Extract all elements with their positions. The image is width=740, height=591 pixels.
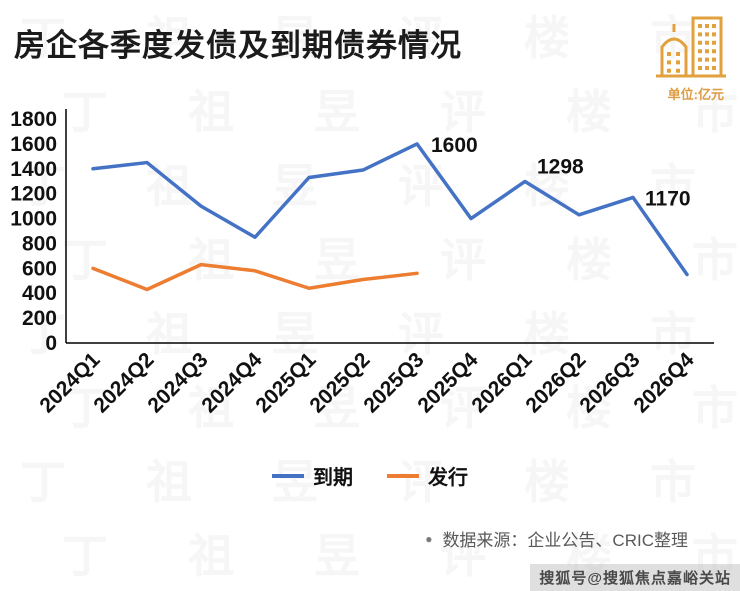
- svg-text:1200: 1200: [10, 183, 57, 206]
- svg-text:1298: 1298: [537, 155, 584, 178]
- svg-text:1600: 1600: [10, 133, 57, 156]
- svg-text:1170: 1170: [645, 187, 691, 210]
- line-chart: 0200400600800100012001400160018002024Q12…: [10, 108, 714, 417]
- legend-label-maturity: 到期: [313, 467, 353, 489]
- header: 房企各季度发债及到期债券情况: [0, 0, 740, 86]
- svg-text:800: 800: [22, 232, 57, 255]
- unit-label: 单位:亿元: [667, 87, 724, 102]
- issuance-line-swatch: [387, 473, 419, 478]
- sohu-watermark: 搜狐号@搜狐焦点嘉峪关站: [530, 564, 740, 591]
- buildings-icon: [652, 10, 728, 86]
- maturity-line-swatch: [272, 473, 304, 478]
- legend-label-issuance: 发行: [428, 467, 468, 489]
- page-title: 房企各季度发债及到期债券情况: [14, 28, 462, 63]
- svg-text:2026Q4: 2026Q4: [629, 348, 698, 417]
- svg-text:1600: 1600: [431, 134, 478, 157]
- svg-text:1400: 1400: [10, 158, 57, 181]
- legend-item-issuance: 发行: [387, 461, 468, 490]
- svg-text:1000: 1000: [10, 208, 57, 231]
- chart-legend: 到期 发行: [0, 461, 740, 490]
- svg-text:600: 600: [22, 257, 57, 280]
- legend-item-maturity: 到期: [272, 461, 353, 490]
- source-text: 数据来源：企业公告、CRIC整理: [442, 531, 688, 550]
- data-source: ● 数据来源：企业公告、CRIC整理: [0, 526, 740, 551]
- svg-text:1800: 1800: [10, 108, 57, 131]
- bullet-icon: ●: [425, 531, 433, 546]
- svg-text:200: 200: [22, 307, 57, 330]
- svg-text:0: 0: [45, 332, 57, 355]
- svg-text:400: 400: [22, 282, 57, 305]
